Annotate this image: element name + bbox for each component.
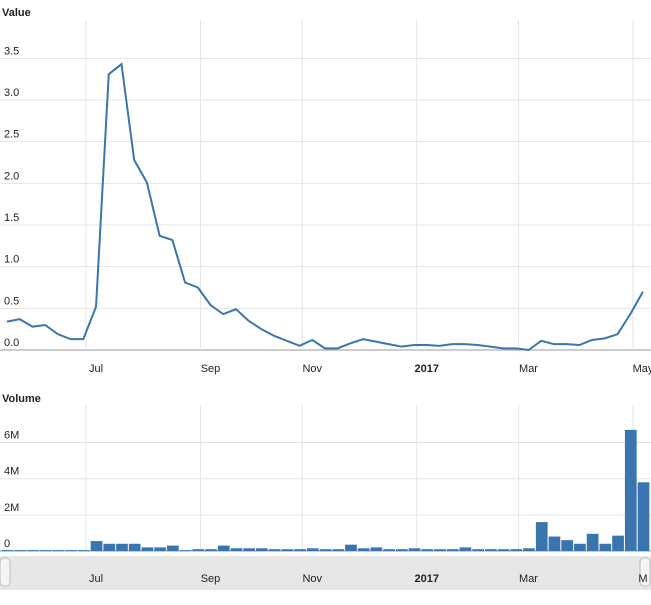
bar bbox=[395, 549, 408, 551]
bar bbox=[256, 548, 268, 551]
y-tick-label: 1.5 bbox=[4, 212, 19, 224]
bar bbox=[459, 547, 472, 551]
chart-title: Volume bbox=[2, 393, 41, 405]
bar bbox=[574, 543, 586, 551]
bar bbox=[294, 549, 306, 551]
x-tick-label: 2017 bbox=[415, 573, 439, 585]
bar bbox=[624, 429, 637, 551]
y-tick-label: 0.5 bbox=[4, 295, 19, 307]
y-tick-label: 2M bbox=[4, 502, 19, 514]
x-tick-label: Jul bbox=[89, 573, 103, 585]
bar bbox=[52, 550, 65, 551]
line bbox=[6, 62, 644, 352]
y-tick-label: 3.5 bbox=[4, 45, 19, 57]
bar bbox=[217, 545, 230, 551]
x-tick-label: Nov bbox=[302, 573, 322, 585]
bar bbox=[192, 549, 205, 551]
bar bbox=[77, 550, 90, 551]
bar bbox=[548, 536, 561, 551]
bar bbox=[1, 550, 14, 551]
bar bbox=[357, 548, 370, 551]
y-tick-label: 2.5 bbox=[4, 129, 19, 141]
bar bbox=[485, 549, 497, 551]
bar bbox=[637, 482, 650, 551]
y-tick-label: 2.0 bbox=[4, 170, 19, 182]
bar bbox=[319, 549, 332, 551]
y-tick-label: 6M bbox=[4, 430, 19, 442]
y-tick-label: 0 bbox=[4, 538, 10, 550]
bar bbox=[383, 549, 395, 551]
y-tick-label: 0.0 bbox=[4, 337, 19, 349]
chart-title: Value bbox=[2, 7, 31, 19]
bar bbox=[599, 543, 612, 551]
y-tick-label: 3.0 bbox=[4, 87, 19, 99]
bar bbox=[561, 540, 574, 551]
y-tick-label: 1.0 bbox=[4, 254, 19, 266]
bar bbox=[205, 549, 217, 551]
bar bbox=[39, 550, 52, 551]
bar bbox=[268, 549, 281, 551]
bar bbox=[434, 549, 446, 551]
x-tick-label: Mar bbox=[519, 573, 538, 585]
bar bbox=[128, 543, 141, 551]
bar bbox=[446, 549, 459, 551]
bar bbox=[421, 549, 434, 551]
bar bbox=[306, 548, 319, 551]
bar bbox=[345, 544, 357, 551]
bar bbox=[90, 541, 103, 551]
bar bbox=[103, 543, 116, 551]
bar bbox=[472, 549, 484, 551]
bar bbox=[612, 535, 624, 551]
bar bbox=[230, 548, 243, 551]
scroll-handle-left[interactable] bbox=[0, 557, 11, 587]
bar bbox=[281, 549, 294, 551]
bar bbox=[27, 550, 39, 551]
x-tick-label: Sep bbox=[201, 573, 221, 585]
bar bbox=[497, 549, 510, 551]
bar bbox=[523, 548, 535, 551]
bar bbox=[332, 549, 345, 551]
x-tick-label: Mar bbox=[519, 363, 538, 375]
x-tick-label: 2017 bbox=[415, 363, 439, 375]
scrollbar[interactable] bbox=[0, 556, 651, 590]
scroll-handle-right[interactable] bbox=[639, 557, 651, 587]
x-tick-label: Nov bbox=[302, 363, 322, 375]
bar bbox=[141, 547, 154, 551]
bar bbox=[14, 550, 27, 551]
bar bbox=[154, 547, 166, 551]
bar bbox=[510, 549, 523, 551]
bar bbox=[65, 550, 77, 551]
bar bbox=[116, 543, 128, 551]
x-tick-label: Jul bbox=[89, 363, 103, 375]
bar bbox=[167, 545, 179, 551]
bar bbox=[243, 548, 256, 551]
bar bbox=[179, 550, 192, 551]
bar bbox=[535, 522, 548, 551]
bar bbox=[370, 547, 383, 551]
x-tick-label: Sep bbox=[201, 363, 221, 375]
y-tick-label: 4M bbox=[4, 466, 19, 478]
bar bbox=[586, 533, 599, 551]
x-tick-label: May bbox=[633, 363, 651, 375]
x-tick-label: M bbox=[638, 573, 647, 585]
bar bbox=[408, 548, 421, 551]
